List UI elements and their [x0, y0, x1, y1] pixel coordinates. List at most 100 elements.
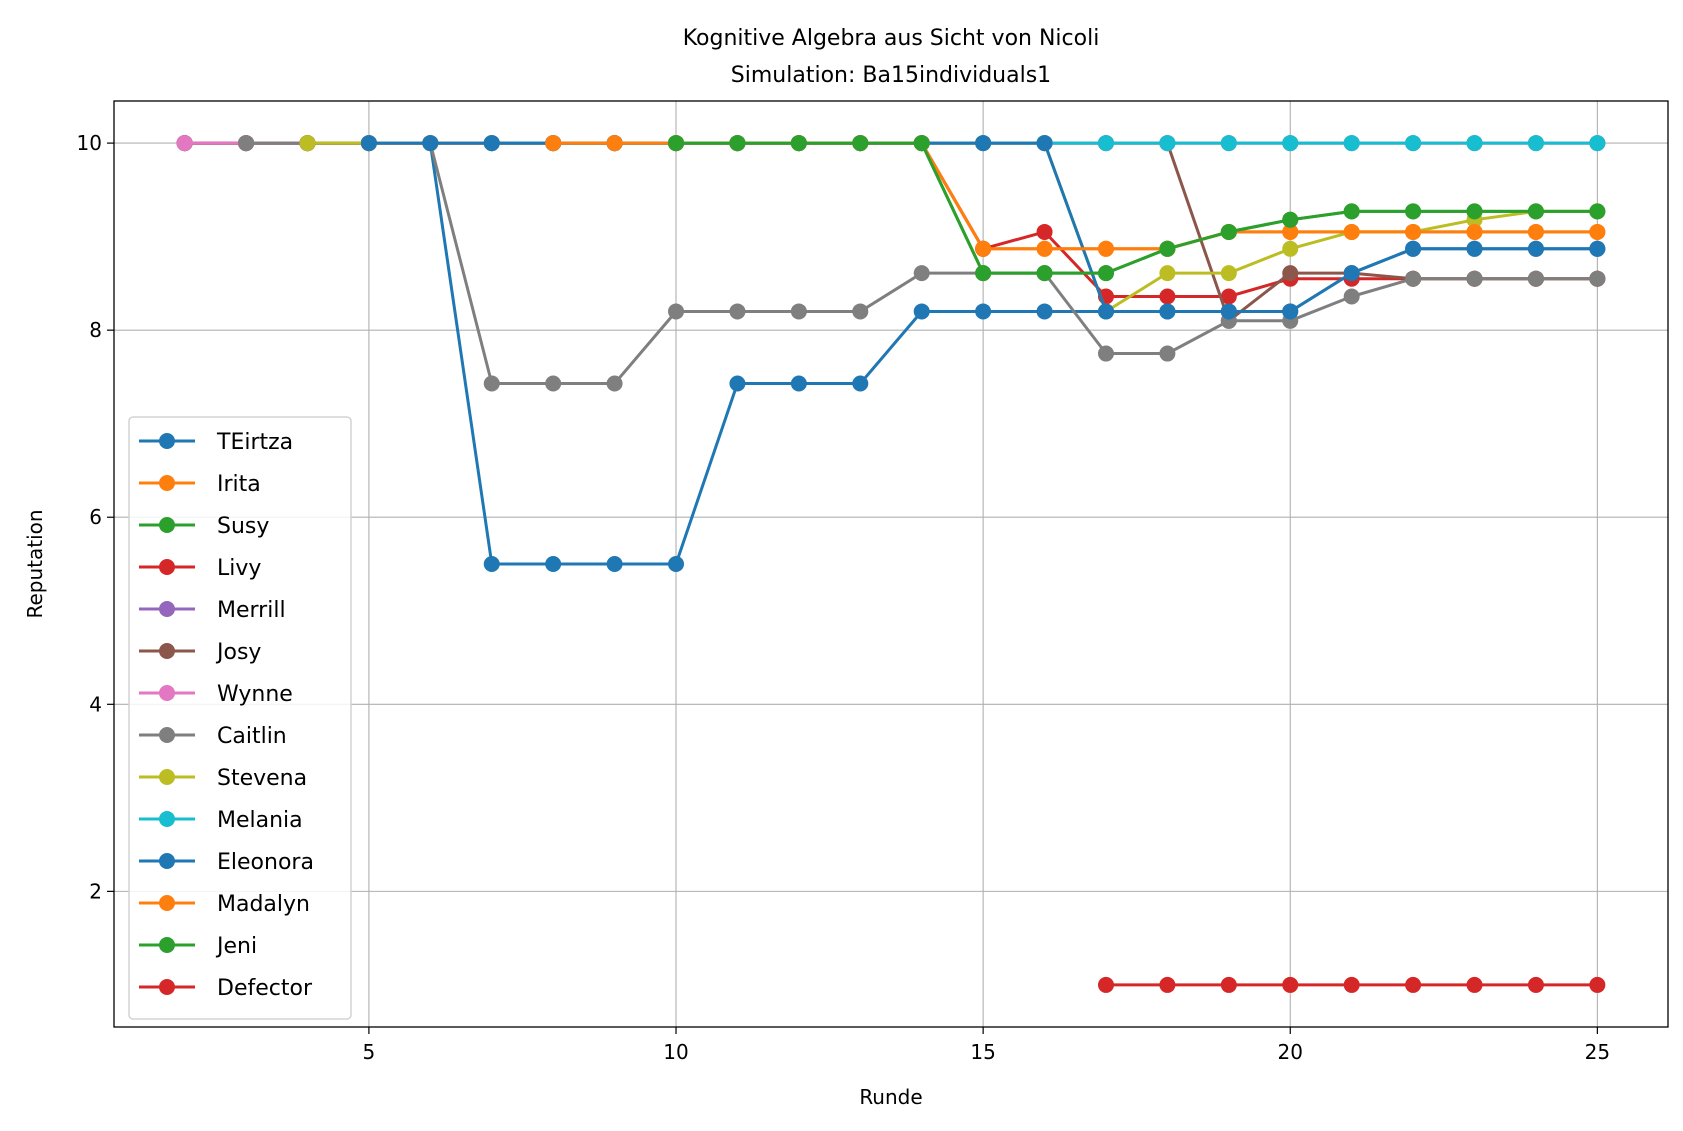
series-point: [852, 135, 869, 152]
series-jeni: [668, 135, 1606, 282]
series-point: [1220, 288, 1237, 305]
series-point: [1036, 265, 1053, 282]
series-defector: [1097, 976, 1606, 993]
series-point: [1589, 223, 1606, 240]
series-point: [1527, 976, 1544, 993]
legend-item: Josy: [139, 640, 261, 665]
plot-series: [176, 135, 1606, 993]
series-point: [1527, 223, 1544, 240]
series-point: [1589, 270, 1606, 287]
series-point: [238, 135, 255, 152]
series-point: [1343, 265, 1360, 282]
series-point: [1097, 976, 1114, 993]
series-point: [1282, 240, 1299, 257]
series-point: [1282, 265, 1299, 282]
series-point: [1343, 135, 1360, 152]
legend-item: TEirtza: [139, 430, 293, 455]
series-point: [1159, 288, 1176, 305]
series-point: [176, 135, 193, 152]
series-point: [1466, 135, 1483, 152]
series-point: [1159, 240, 1176, 257]
x-tick-label: 15: [970, 1040, 995, 1064]
legend-item: Irita: [139, 472, 261, 497]
legend-item: Wynne: [139, 682, 293, 707]
series-point: [1527, 135, 1544, 152]
series-point: [1405, 270, 1422, 287]
series-point: [606, 375, 623, 392]
x-axis-label: Runde: [859, 1085, 922, 1109]
series-point: [1220, 135, 1237, 152]
legend-marker: [159, 517, 175, 533]
series-point: [1097, 240, 1114, 257]
legend-label: Wynne: [217, 682, 293, 707]
series-point: [1159, 265, 1176, 282]
series-point: [1282, 223, 1299, 240]
legend-item: Eleonora: [139, 850, 314, 875]
chart-title: Kognitive Algebra aus Sicht von Nicoli: [683, 26, 1100, 51]
series-point: [1097, 345, 1114, 362]
series-point: [729, 303, 746, 320]
series-point: [1036, 223, 1053, 240]
series-point: [1589, 976, 1606, 993]
series-point: [913, 135, 930, 152]
legend-label: TEirtza: [216, 430, 293, 455]
y-axis-label: Reputation: [23, 509, 47, 618]
legend-label: Irita: [217, 472, 261, 497]
series-point: [913, 303, 930, 320]
series-point: [1343, 976, 1360, 993]
series-point: [1282, 211, 1299, 228]
series-point: [1527, 203, 1544, 220]
legend-marker: [159, 853, 175, 869]
series-point: [975, 240, 992, 257]
series-point: [1527, 240, 1544, 257]
series-point: [299, 135, 316, 152]
series-point: [422, 135, 439, 152]
series-point: [852, 375, 869, 392]
series-point: [1405, 240, 1422, 257]
legend-label: Jeni: [215, 934, 257, 959]
series-point: [1220, 303, 1237, 320]
series-point: [1159, 135, 1176, 152]
legend-item: Merrill: [139, 598, 286, 623]
series-point: [1343, 203, 1360, 220]
series-point: [975, 135, 992, 152]
legend-marker: [159, 937, 175, 953]
legend-marker: [159, 979, 175, 995]
legend-item: Stevena: [139, 766, 307, 791]
legend-label: Merrill: [217, 598, 286, 623]
series-point: [1282, 976, 1299, 993]
plot-frame: [113, 100, 1669, 1028]
series-point: [1220, 976, 1237, 993]
series-point: [790, 375, 807, 392]
series-point: [1159, 303, 1176, 320]
legend-marker: [159, 895, 175, 911]
series-point: [1097, 303, 1114, 320]
legend-marker: [159, 685, 175, 701]
legend-item: Jeni: [139, 934, 257, 959]
legend-item: Caitlin: [139, 724, 287, 749]
series-point: [1466, 240, 1483, 257]
series-point: [729, 135, 746, 152]
x-tick-label: 25: [1585, 1040, 1610, 1064]
series-point: [790, 303, 807, 320]
legend-marker: [159, 727, 175, 743]
series-line: [676, 141, 1598, 275]
series-point: [790, 135, 807, 152]
series-point: [852, 303, 869, 320]
series-point: [729, 375, 746, 392]
series-point: [1159, 976, 1176, 993]
series-point: [1036, 135, 1053, 152]
series-point: [1097, 265, 1114, 282]
y-tick-label: 4: [89, 692, 102, 716]
series-point: [1036, 240, 1053, 257]
legend-label: Defector: [217, 976, 313, 1001]
legend-marker: [159, 475, 175, 491]
series-point: [1589, 135, 1606, 152]
series-point: [1466, 223, 1483, 240]
legend-item: Defector: [139, 976, 313, 1001]
series-point: [1589, 203, 1606, 220]
series-point: [1282, 303, 1299, 320]
legend-item: Livy: [139, 556, 261, 581]
x-tick-label: 20: [1278, 1040, 1303, 1064]
